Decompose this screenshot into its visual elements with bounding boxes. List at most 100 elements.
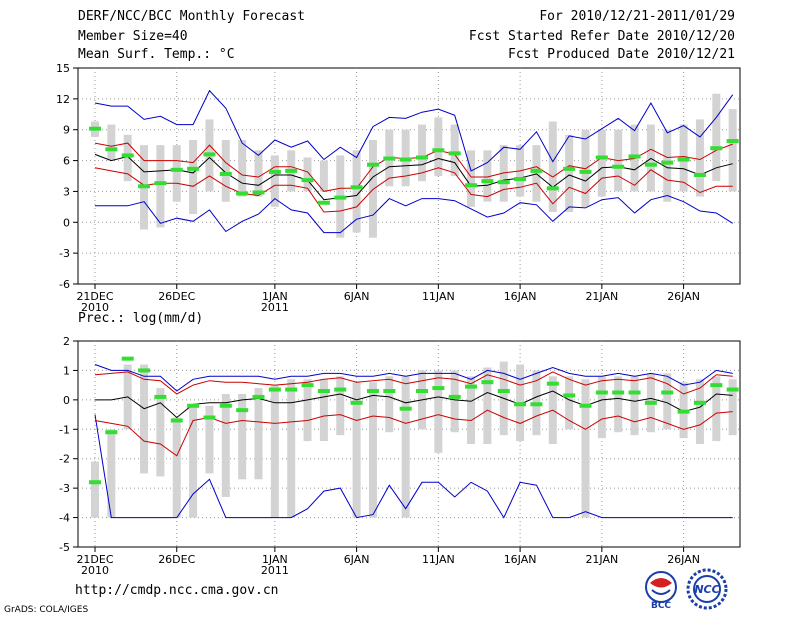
member-size: Member Size=40	[78, 29, 188, 44]
ensemble-box	[483, 150, 492, 202]
ensemble-box	[238, 393, 247, 480]
x-tick-label: 26DEC	[158, 553, 195, 566]
y-tick-label: -5	[59, 541, 70, 554]
ensemble-box	[695, 379, 704, 444]
y-tick-label: -2	[59, 453, 70, 466]
source-url[interactable]: http://cmdp.ncc.cma.gov.cn	[75, 583, 279, 598]
x-tick-sublabel: 2010	[81, 564, 109, 577]
median-marker	[530, 168, 543, 173]
max-line	[94, 89, 734, 172]
median-marker	[726, 139, 739, 144]
forecast-period: For 2010/12/21-2011/01/29	[539, 9, 735, 24]
x-tick-label: 21DEC	[76, 553, 113, 566]
produced-date: Fcst Produced Date 2010/12/21	[508, 47, 735, 62]
lower-spread-line	[94, 409, 733, 457]
ensemble-box	[303, 379, 312, 442]
median-marker	[334, 195, 347, 200]
median-marker	[154, 181, 167, 186]
ensemble-box	[368, 382, 377, 518]
median-marker	[268, 169, 281, 174]
x-tick-sublabel: 2011	[261, 564, 289, 577]
ensemble-box	[401, 376, 410, 518]
x-tick-label: 11JAN	[422, 553, 455, 566]
ensemble-box	[418, 124, 426, 182]
median-marker	[138, 184, 151, 189]
median-marker	[236, 408, 249, 413]
median-marker	[644, 400, 657, 405]
ncc-logo: NCC	[686, 568, 728, 610]
median-marker	[219, 403, 232, 408]
ensemble-mean-line	[94, 153, 733, 201]
median-marker	[661, 390, 674, 395]
ensemble-box	[434, 370, 443, 453]
ensemble-box	[565, 376, 574, 430]
median-marker	[481, 179, 494, 184]
start-date: Fcst Started Refer Date 2010/12/20	[468, 29, 735, 44]
ensemble-box	[156, 388, 165, 477]
median-marker	[416, 155, 428, 160]
ensemble-box	[565, 134, 574, 212]
median-marker	[563, 393, 576, 398]
median-marker	[726, 387, 739, 392]
median-marker	[89, 126, 101, 131]
ensemble-box	[712, 376, 721, 442]
ensemble-box	[630, 376, 639, 436]
median-marker	[432, 148, 445, 153]
x-tick-label: 11JAN	[422, 290, 455, 303]
ensemble-box	[156, 145, 165, 228]
ensemble-box	[663, 129, 672, 202]
variable-label: Mean Surf. Temp.: °C	[78, 47, 235, 62]
grads-credit: GrADS: COLA/IGES	[4, 605, 89, 615]
median-marker	[203, 415, 216, 420]
median-marker	[170, 418, 183, 423]
ensemble-box	[712, 93, 721, 182]
median-marker	[465, 384, 478, 389]
ensemble-box	[728, 379, 737, 436]
median-marker	[693, 172, 706, 177]
x-tick-label: 21JAN	[585, 553, 618, 566]
ensemble-box	[254, 150, 263, 197]
median-marker	[121, 356, 134, 361]
y-tick-label: 1	[63, 364, 70, 377]
median-marker	[612, 390, 625, 395]
y-tick-label: 15	[56, 62, 70, 75]
x-tick-label: 26JAN	[667, 553, 700, 566]
x-tick-label: 1JAN	[262, 290, 288, 303]
ensemble-box	[270, 385, 279, 518]
plot-frame	[77, 340, 741, 548]
median-marker	[383, 156, 396, 161]
y-tick-label: -6	[59, 278, 70, 291]
median-marker	[497, 389, 510, 394]
upper-spread-line	[94, 371, 733, 395]
ensemble-box	[385, 376, 394, 433]
median-marker	[693, 400, 706, 405]
median-marker	[252, 394, 265, 399]
median-marker	[448, 151, 461, 156]
ensemble-box	[467, 376, 476, 444]
ensemble-box	[319, 160, 328, 192]
svg-text:NCC: NCC	[694, 583, 719, 596]
ensemble-box	[270, 155, 279, 207]
median-marker	[546, 381, 559, 386]
median-marker	[252, 190, 265, 195]
max-line	[94, 364, 733, 392]
ensemble-box	[581, 379, 590, 518]
x-tick-label: 6JAN	[344, 290, 370, 303]
median-marker	[105, 147, 118, 152]
median-marker	[628, 390, 641, 395]
median-marker	[563, 166, 576, 171]
median-marker	[366, 162, 379, 167]
median-marker	[366, 389, 379, 394]
ensemble-box	[695, 119, 704, 197]
y-tick-label: -4	[59, 512, 70, 525]
median-marker	[138, 368, 151, 373]
lower-spread-line	[94, 167, 733, 213]
ensemble-box	[352, 150, 361, 233]
y-tick-label: 0	[63, 394, 70, 407]
median-marker	[301, 383, 314, 388]
ensemble-box	[434, 117, 443, 176]
ensemble-box	[614, 376, 623, 433]
x-tick-label: 16JAN	[504, 290, 537, 303]
x-tick-label: 1JAN	[262, 553, 288, 566]
x-tick-sublabel: 2010	[81, 301, 109, 314]
